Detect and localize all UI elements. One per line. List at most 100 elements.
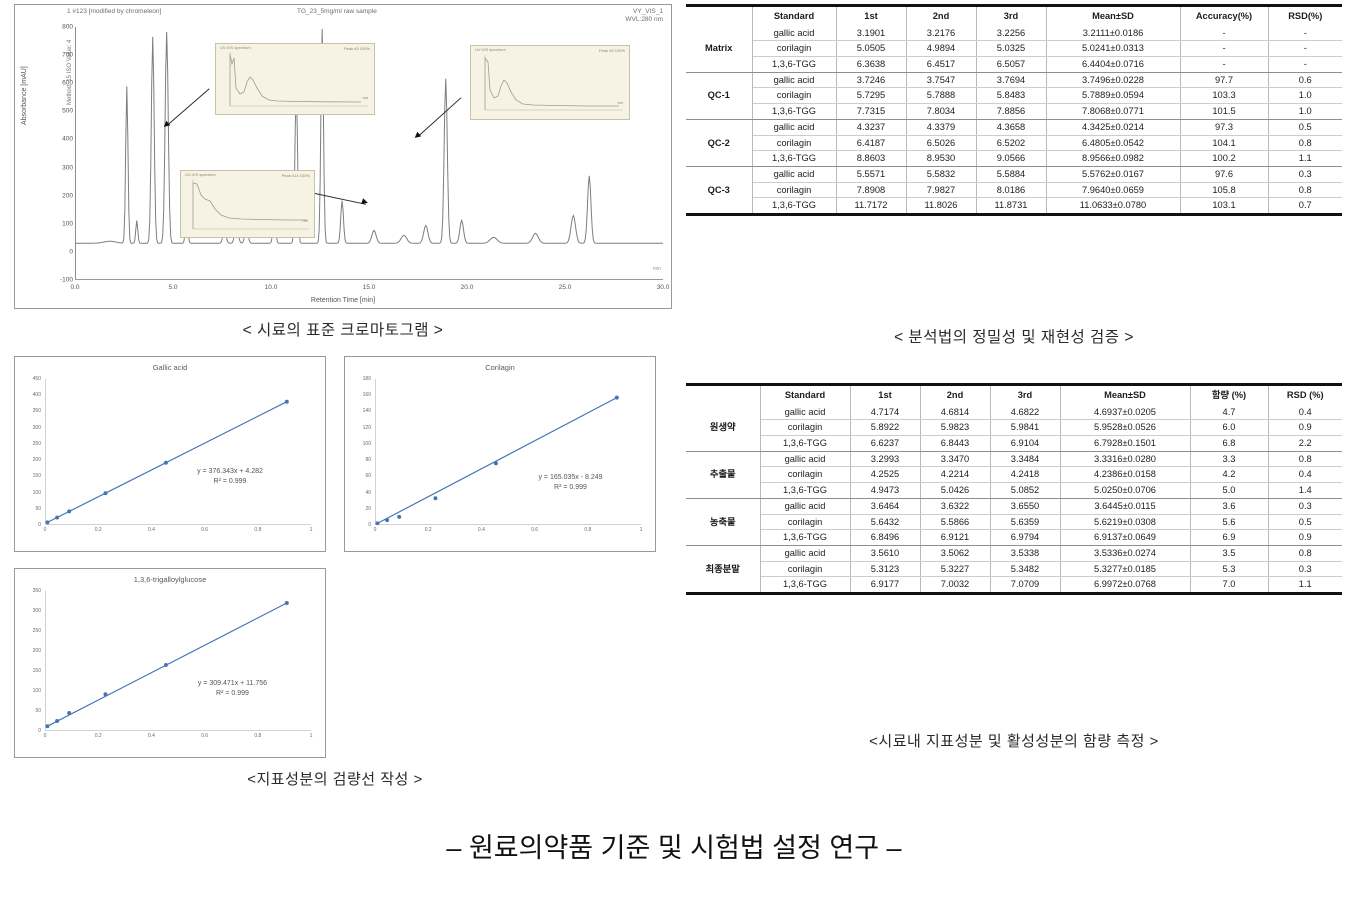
row-group-label: QC-2 — [686, 119, 753, 167]
table-cell: 4.2525 — [849, 466, 921, 484]
table-cell: - — [1179, 56, 1269, 73]
calibration-x-tick: 0.4 — [147, 527, 155, 533]
table-row: QC-3 gallic acid 5.5571 5.5832 5.5884 5.5762±… — [686, 166, 1342, 216]
table-cell: gallic acid — [759, 545, 851, 562]
calibration-y-tick: 120 — [362, 424, 371, 431]
table-cell: 3.2993 — [849, 451, 921, 468]
uv-inset-3-legend: Peak #14 100% — [281, 173, 310, 178]
row-group-label: 원생약 — [686, 404, 761, 452]
table-cell: 0.8 — [1267, 182, 1342, 199]
calibration-chart-0-y-axis — [45, 379, 46, 525]
calibration-data-point — [284, 601, 289, 605]
column-header: 3rd — [975, 3, 1047, 26]
table-cell: 8.9530 — [905, 150, 977, 167]
calibration-data-point — [614, 395, 619, 400]
chromatogram-header-sample: TG_23_5mg/ml raw sample — [297, 8, 377, 15]
calibration-chart-2-x-axis — [45, 730, 311, 731]
table-cell: 0.4 — [1267, 466, 1342, 484]
table-cell: 1.1 — [1267, 150, 1342, 167]
table-cell: 0.3 — [1267, 166, 1342, 183]
precision-table-header-row: Standard 1st 2nd 3rd Mean±SD Accuracy(%) RSD(%… — [686, 3, 1342, 26]
table-cell: 7.0 — [1189, 576, 1269, 595]
table-cell: 5.8483 — [975, 87, 1047, 105]
table-cell: 2.2 — [1267, 435, 1342, 452]
calibration-x-tick: 0.2 — [424, 527, 432, 533]
precision-table-body: Matrix gallic acid 3.1901 3.2176 3.2256 3.211… — [686, 25, 1342, 216]
chromatogram-x-tick: 30.0 — [656, 284, 670, 291]
chromatogram-y-tick: 0 — [69, 248, 73, 256]
table-cell: 5.0250±0.0706 — [1059, 482, 1191, 499]
column-header: Accuracy(%) — [1179, 3, 1269, 26]
table-cell: 3.7246 — [835, 72, 907, 89]
table-cell: 4.6937±0.0205 — [1059, 404, 1191, 421]
table-cell: 5.6359 — [989, 514, 1061, 531]
table-row: 1,3,6-TGG 6.3638 6.4517 6.5057 6.4404±0.0716… — [686, 56, 1342, 73]
calibration-y-tick: 0 — [368, 522, 371, 528]
table-cell: 4.3425±0.0214 — [1045, 119, 1181, 136]
column-header: Mean±SD — [1059, 382, 1191, 405]
table-cell: 4.3379 — [905, 119, 977, 136]
table-row: 1,3,6-TGG 7.7315 7.8034 7.8856 7.8068±0.0771… — [686, 103, 1342, 120]
table-cell: 5.3227 — [919, 561, 991, 578]
table-cell: 1,3,6-TGG — [759, 435, 851, 452]
table-cell: 3.2111±0.0186 — [1045, 25, 1181, 42]
caption-calibration: <지표성분의 검량선 작성 > — [247, 771, 423, 788]
calibration-y-tick: 180 — [362, 376, 371, 382]
caption-content-table: <시료내 지표성분 및 활성성분의 함량 측정 > — [869, 733, 1159, 750]
calibration-y-tick: 160 — [362, 392, 371, 399]
table-cell: 7.8908 — [835, 182, 907, 199]
table-cell: 6.4404±0.0716 — [1045, 56, 1181, 73]
table-cell: 1,3,6-TGG — [759, 576, 851, 595]
table-cell: 5.0 — [1189, 482, 1269, 499]
table-cell: 7.0032 — [919, 576, 991, 595]
calibration-chart-2-eq-line: y = 309.471x + 11.756 — [197, 680, 268, 687]
calibration-x-tick: 0.6 — [201, 527, 209, 533]
table-cell: 1,3,6-TGG — [751, 150, 837, 167]
table-cell: 7.9827 — [905, 182, 977, 199]
chromatogram-y-tick: 800 — [62, 23, 73, 31]
table-cell: - — [1267, 40, 1342, 58]
table-cell: 7.8034 — [905, 103, 977, 120]
table-cell: 0.4 — [1267, 404, 1342, 421]
table-cell: 4.2 — [1189, 466, 1269, 484]
calibration-chart-1-y-axis — [375, 379, 376, 525]
table-cell: 1,3,6-TGG — [751, 103, 837, 120]
calibration-x-tick: 0.2 — [94, 527, 102, 533]
table-cell: 7.7315 — [835, 103, 907, 120]
calibration-x-tick: 1 — [309, 527, 313, 533]
table-cell: 6.4517 — [905, 56, 977, 73]
table-cell: 4.3658 — [975, 119, 1047, 136]
table-cell: 5.3 — [1189, 561, 1269, 578]
row-group-label: 추출물 — [686, 451, 761, 499]
table-cell: 3.5610 — [849, 545, 921, 562]
table-cell: 4.9473 — [849, 482, 921, 499]
table-cell: 103.3 — [1179, 87, 1269, 105]
calibration-x-tick: 0.8 — [254, 733, 262, 739]
table-cell: gallic acid — [751, 119, 837, 136]
table-cell: 5.6 — [1189, 514, 1269, 531]
table-cell: gallic acid — [759, 404, 851, 421]
table-cell: corilagin — [759, 561, 851, 578]
table-cell: 6.4187 — [835, 135, 907, 152]
table-row: 최종분말 gallic acid 3.5610 3.5062 3.5338 3.5336±… — [686, 545, 1342, 595]
column-header — [686, 382, 761, 405]
table-cell: 11.8731 — [975, 197, 1047, 216]
calibration-y-tick: 50 — [35, 708, 41, 714]
table-row: corilagin 5.7295 5.7888 5.8483 5.7889±0.0594… — [686, 87, 1342, 105]
calibration-chart-2-title: 1,3,6-trigalloylglucose — [133, 575, 207, 584]
table-cell: 6.5026 — [905, 135, 977, 152]
table-cell: 4.6822 — [989, 404, 1061, 421]
chromatogram-header: 1 #123 [modified by chromeleon] TG_23_5m… — [67, 8, 665, 28]
table-row: Matrix gallic acid 3.1901 3.2176 3.2256 3.211… — [686, 25, 1342, 73]
chromatogram-y-axis-label: Absorbance [mAU] — [21, 66, 28, 125]
table-cell: 6.9137±0.0649 — [1059, 529, 1191, 546]
table-cell: 0.6 — [1267, 72, 1342, 89]
table-cell: 3.5062 — [919, 545, 991, 562]
table-cell: corilagin — [759, 466, 851, 484]
uv-inset-3-nm: nm — [302, 218, 308, 223]
table-cell: - — [1267, 56, 1342, 73]
table-cell: 5.3482 — [989, 561, 1061, 578]
content-table-body: 원생약 gallic acid 4.7174 4.6814 4.6822 4.6937±0… — [686, 404, 1342, 595]
column-header: 2nd — [905, 3, 977, 26]
calibration-y-tick: 150 — [32, 473, 41, 480]
